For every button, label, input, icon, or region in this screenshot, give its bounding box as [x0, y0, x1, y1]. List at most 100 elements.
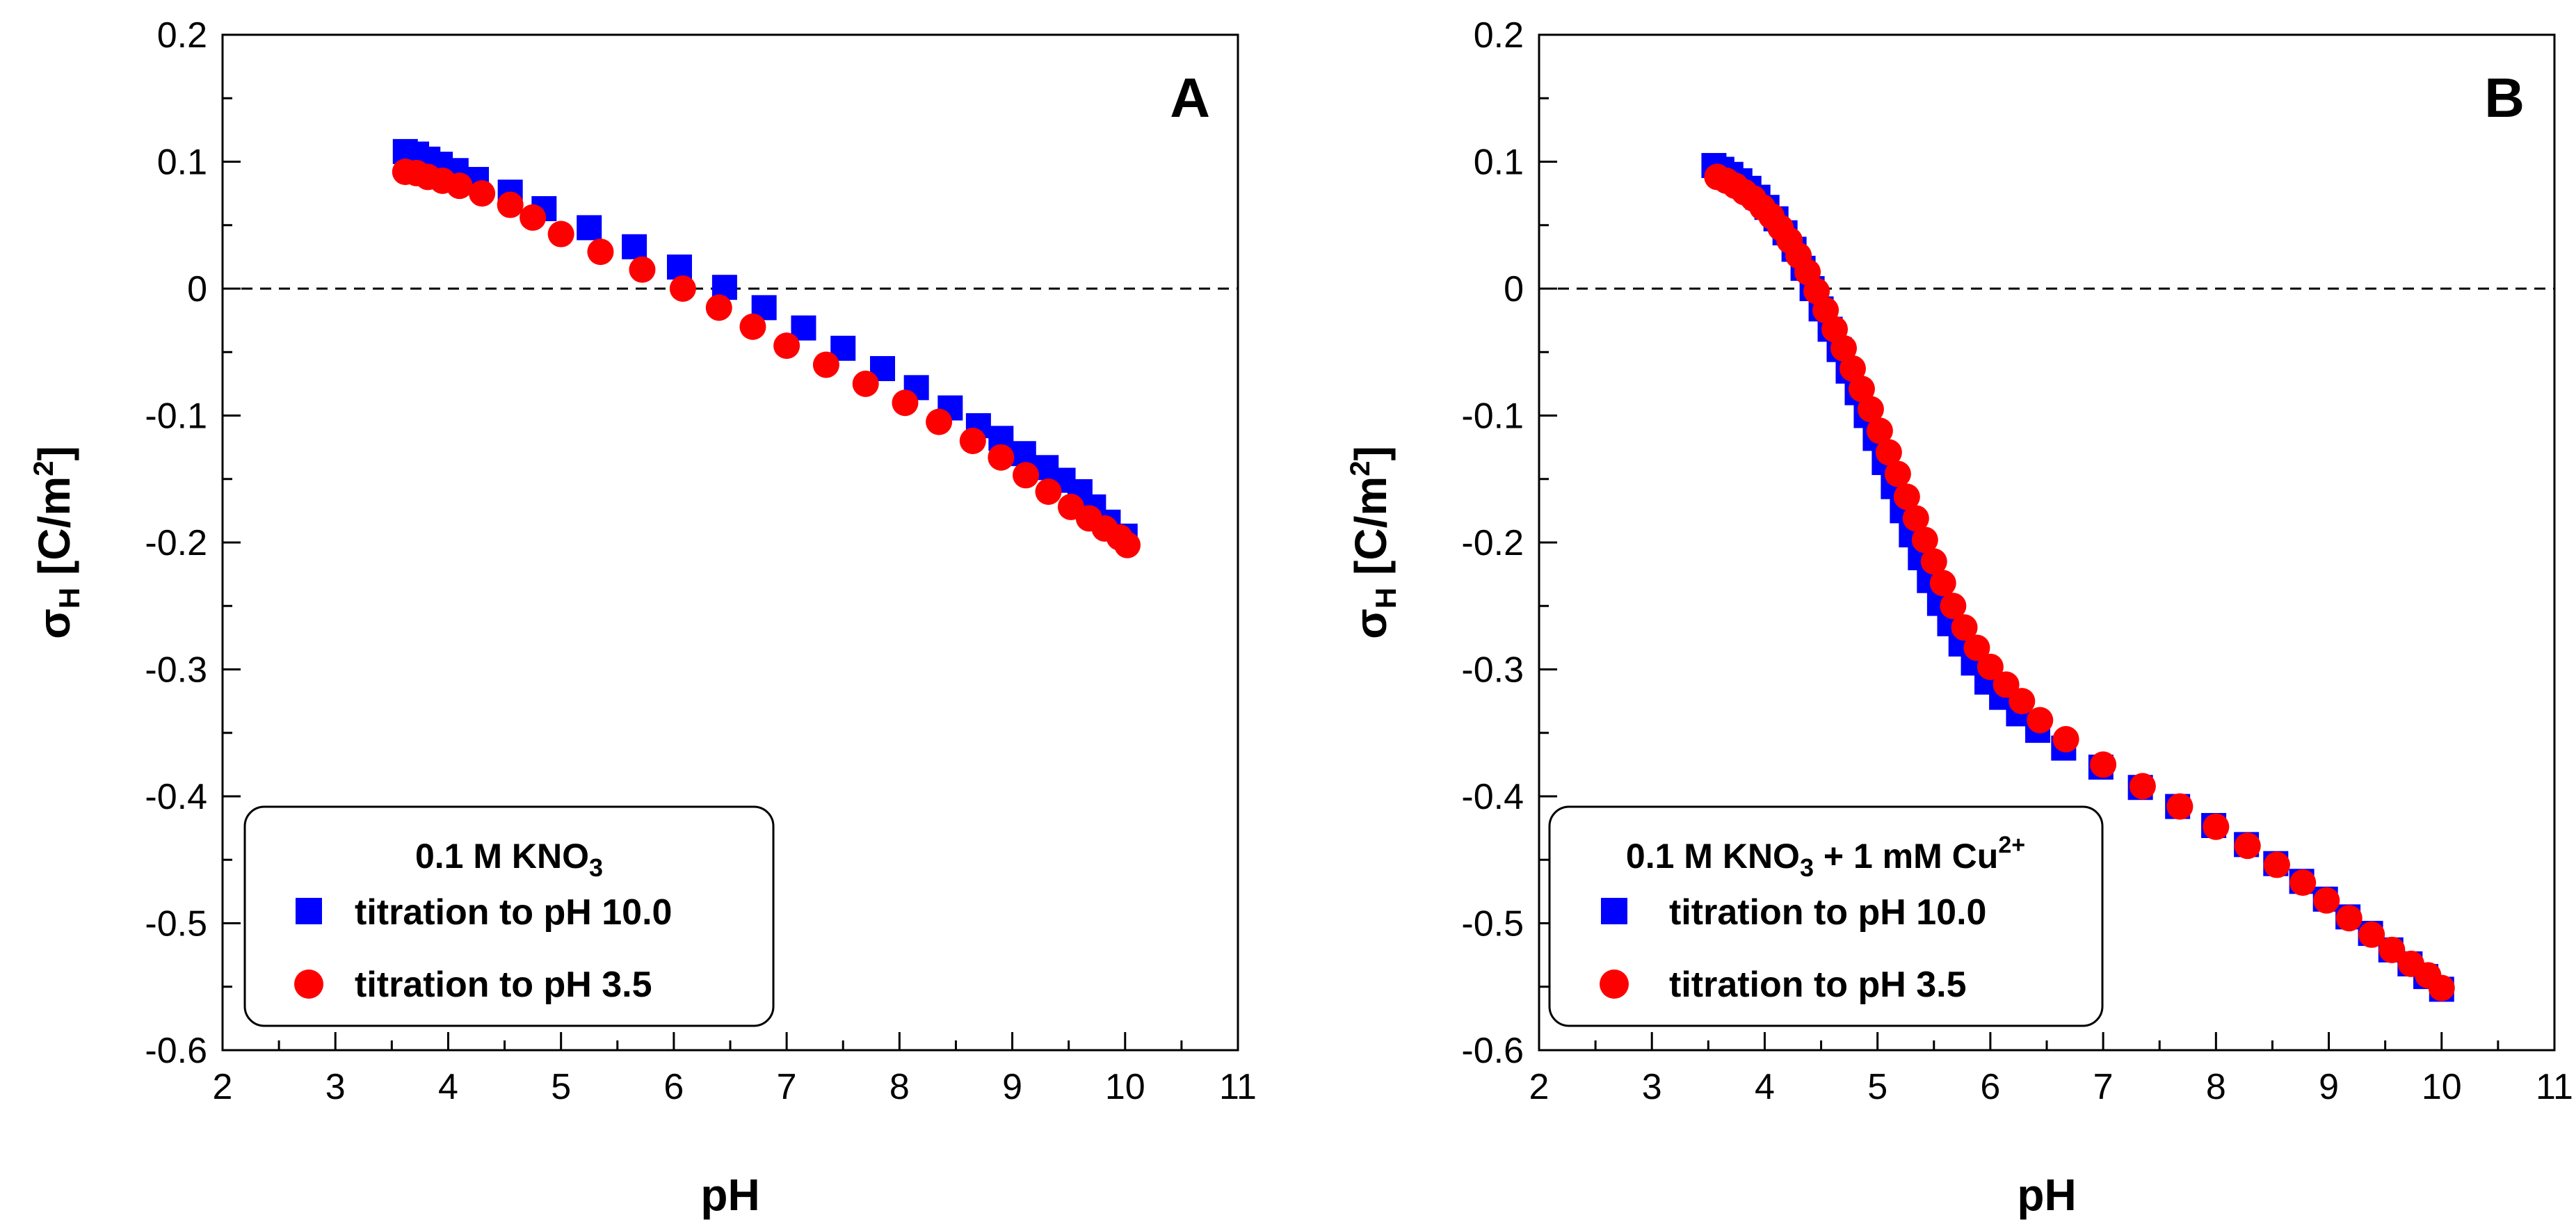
panel-b-legend-entry-0: titration to pH 10.0 [1669, 892, 1986, 933]
panel-b-x-tick-label: 9 [2319, 1067, 2339, 1107]
panel-a-x-axis-title: pH [700, 1170, 759, 1220]
panel-b: B pH σH [C/m2] 0.1 M KNO3 + 1 mM Cu2+ ti… [1345, 15, 2573, 1220]
panel-a-square-point [667, 254, 692, 280]
panel-a-y-tick-label: -0.2 [145, 523, 207, 563]
panel-a-plot-content [221, 33, 1239, 1052]
panel-a-circle-point [446, 172, 473, 200]
panel-a-legend-entry-1: titration to pH 3.5 [355, 965, 652, 1005]
panel-b-circle-point [2203, 813, 2230, 840]
panel-b-circle-point [1911, 526, 1938, 554]
panel-b-circle-point [1940, 593, 1967, 620]
panel-b-circle-point [1884, 460, 1911, 488]
panel-a-circle-point [773, 332, 800, 360]
panel-a-y-axis-symbol: σ [29, 609, 79, 639]
panel-b-y-axis-subscript: H [1369, 588, 1402, 609]
panel-a-circle-point [988, 444, 1015, 471]
panel-a-x-tick-label: 7 [777, 1067, 797, 1107]
panel-b-y-axis-unit-close: ] [1346, 446, 1396, 460]
panel-a-y-axis-unit: [C/m [29, 476, 79, 588]
panel-a-circle-point [852, 370, 879, 397]
panel-b-circle-point [2009, 688, 2036, 715]
panel-b-legend-square-marker [1601, 898, 1627, 924]
panel-a-letter: A [1170, 67, 1210, 129]
panel-b-circle-point [1929, 570, 1956, 597]
panel-b-circle-point [2129, 773, 2156, 800]
panel-b-circle-point [1857, 396, 1884, 423]
panel-b-circle-point [1839, 355, 1866, 382]
panel-b-legend-title-superscript: 2+ [1998, 832, 2025, 858]
panel-b-plot-content [1538, 33, 2556, 1052]
panel-b-x-tick-label: 7 [2093, 1067, 2114, 1107]
panel-a-x-tick-label: 11 [1219, 1067, 1257, 1107]
panel-a-legend-title-main: 0.1 M KNO [415, 837, 589, 876]
panel-a-y-tick-label: -0.3 [145, 650, 207, 691]
panel-a-y-tick-label: 0.1 [157, 143, 207, 183]
panel-b-circle-point [2090, 751, 2117, 778]
panel-a-x-tick-label: 6 [663, 1067, 684, 1107]
panel-b-x-tick-label: 6 [1980, 1067, 2000, 1107]
panel-b-legend-title-suffix: + 1 mM Cu [1814, 837, 1998, 876]
panel-b-circle-point [1920, 548, 1947, 575]
panel-a-y-axis-title: σH [C/m2] [29, 446, 86, 639]
panel-b-circle-point [1848, 376, 1875, 403]
panel-a-square-point [577, 215, 602, 241]
panel-a-legend-title-subscript: 3 [589, 853, 603, 882]
panel-a-x-tick-label: 10 [1105, 1067, 1145, 1107]
panel-b-x-tick-label: 3 [1642, 1067, 1662, 1107]
panel-b-y-tick-label: 0 [1504, 269, 1524, 309]
panel-a-circle-point [669, 275, 696, 302]
panel-b-circle-point [2234, 832, 2261, 860]
panel-b-circle-point [1875, 439, 1902, 466]
panel-b-y-tick-label: -0.4 [1461, 777, 1524, 817]
panel-a-legend: 0.1 M KNO3 titration to pH 10.0 titratio… [243, 805, 775, 1027]
panel-a-circle-point [587, 239, 614, 266]
panel-b-y-axis-symbol: σ [1346, 609, 1396, 639]
panel-a-x-tick-label: 9 [1002, 1067, 1022, 1107]
panel-a-circle-point [926, 408, 953, 435]
panel-b-series-1 [1704, 163, 2455, 1001]
panel-b-y-axis-unit: [C/m [1346, 476, 1396, 588]
panel-a-x-tick-label: 4 [438, 1067, 458, 1107]
panel-a-circle-point [469, 180, 496, 207]
panel-b-circle-point [1993, 671, 2020, 698]
panel-b-circle-point [2378, 936, 2406, 963]
panel-a-legend-square-marker [296, 898, 322, 924]
panel-a-x-tick-label: 5 [551, 1067, 571, 1107]
panel-a-y-axis-subscript: H [53, 588, 86, 609]
panel-a-legend-entry-0: titration to pH 10.0 [355, 892, 672, 933]
panel-b-circle-point [1977, 653, 2004, 680]
panel-b-legend: 0.1 M KNO3 + 1 mM Cu2+ titration to pH 1… [1548, 805, 2104, 1027]
panel-a-y-tick-label: -0.6 [145, 1031, 207, 1071]
panel-b-x-tick-label: 10 [2422, 1067, 2462, 1107]
panel-a-circle-point [1035, 478, 1062, 505]
panel-b-y-tick-label: -0.1 [1461, 396, 1524, 437]
panel-a-y-tick-label: -0.5 [145, 904, 207, 944]
panel-b-circle-point [1830, 335, 1857, 362]
panel-b-y-tick-label: -0.3 [1461, 650, 1524, 691]
panel-b-y-tick-label: 0.1 [1474, 143, 1524, 183]
panel-a-circle-point [892, 389, 919, 417]
panel-b-legend-title-main: 0.1 M KNO [1626, 837, 1800, 876]
panel-b-legend-frame [1548, 805, 2104, 1027]
panel-b-plot-frame [1538, 33, 2556, 1052]
panel-b-circle-point [2335, 905, 2362, 932]
panel-a-legend-title: 0.1 M KNO3 [415, 837, 603, 882]
panel-b-circle-point [2313, 887, 2340, 914]
panel-b-y-axis-title: σH [C/m2] [1345, 446, 1402, 639]
panel-b-y-axis-unit-superscript: 2 [1345, 460, 1376, 476]
panel-a-circle-point [812, 351, 839, 378]
panel-b-circle-point [2428, 974, 2455, 1001]
panel-b-letter: B [2484, 67, 2525, 129]
panel-a-legend-circle-marker [294, 969, 323, 999]
panel-a-circle-point [739, 313, 766, 340]
panel-b-legend-entry-1: titration to pH 3.5 [1669, 965, 1967, 1005]
panel-a-circle-point [705, 294, 732, 321]
panel-a-y-axis-unit-close: ] [29, 446, 79, 460]
panel-a-square-point [622, 234, 647, 259]
panel-a-y-tick-label: -0.1 [145, 396, 207, 437]
panel-b-circle-point [2263, 851, 2290, 878]
panel-a-circle-point [497, 191, 524, 218]
panel-b-x-tick-label: 11 [2536, 1067, 2573, 1107]
panel-b-legend-title: 0.1 M KNO3 + 1 mM Cu2+ [1626, 832, 2025, 882]
